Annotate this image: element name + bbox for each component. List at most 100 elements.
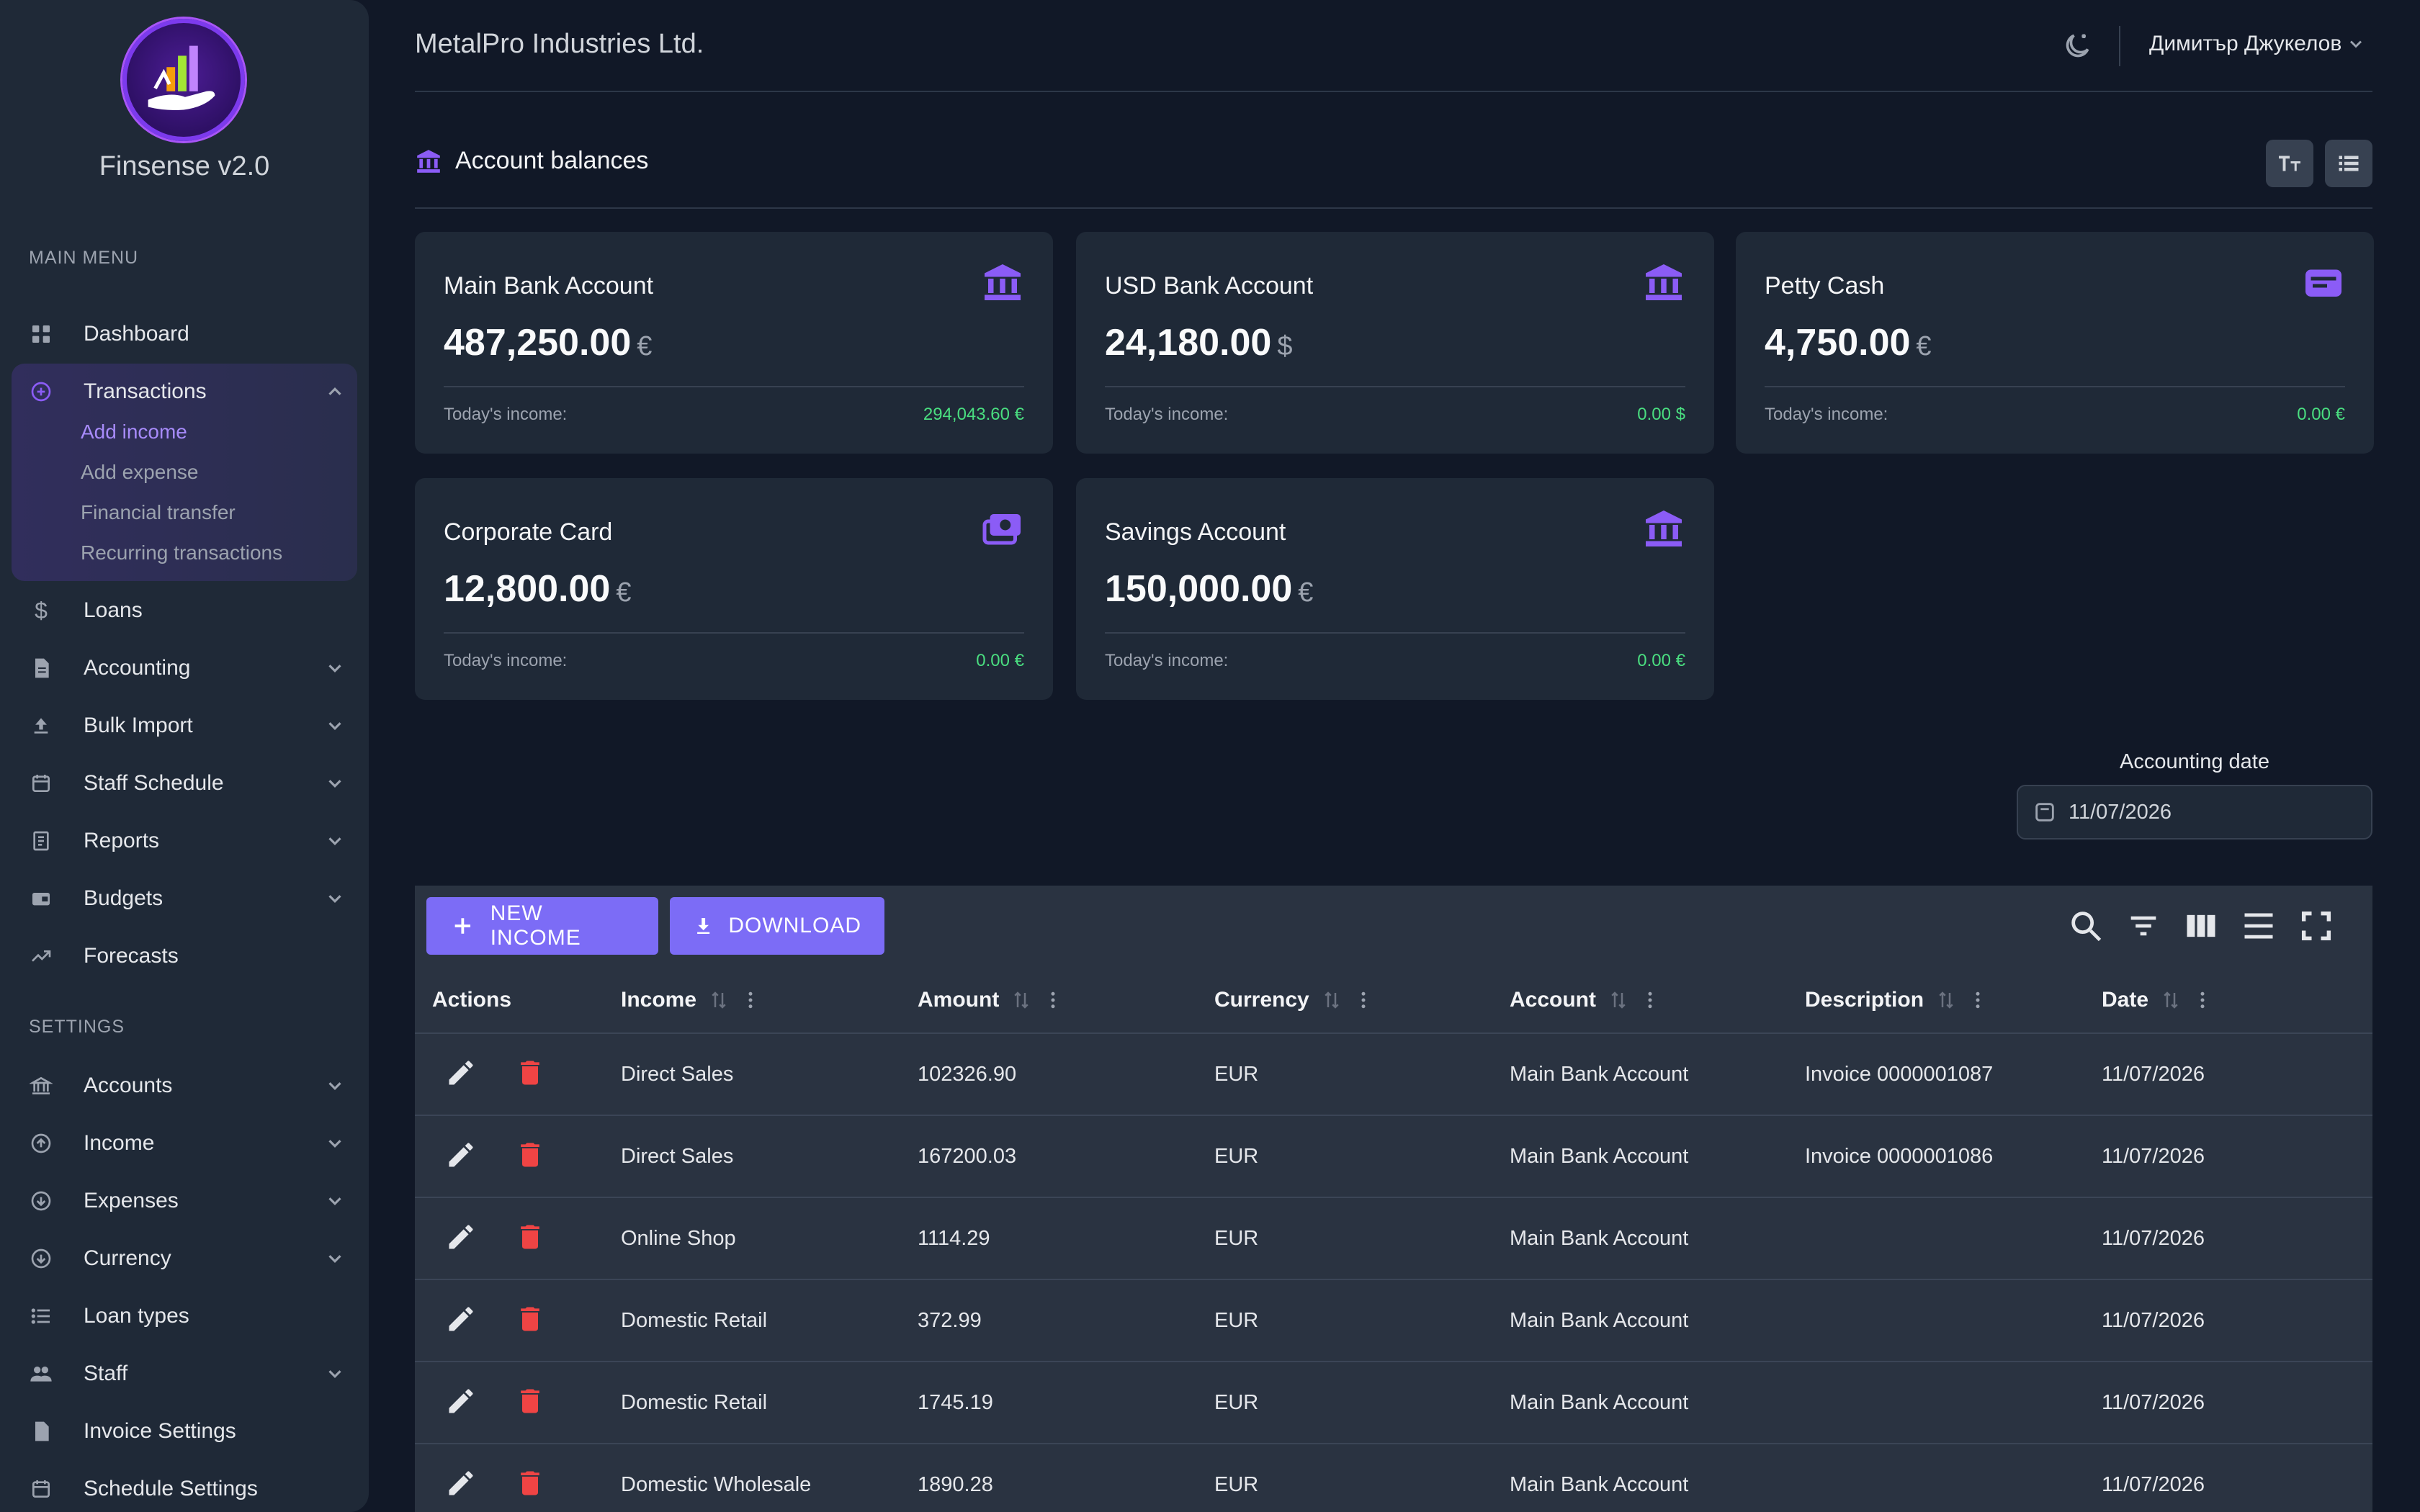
sidebar-item-expenses[interactable]: Expenses — [29, 1179, 346, 1223]
new-income-button[interactable]: NEW INCOME — [426, 897, 658, 955]
edit-button[interactable] — [445, 1385, 477, 1417]
cell-account: Main Bank Account — [1510, 1063, 1689, 1086]
column-header-currency[interactable]: Currency — [1214, 988, 1374, 1012]
company-name: MetalPro Industries Ltd. — [415, 29, 704, 59]
density-button[interactable] — [2240, 907, 2277, 945]
sort-icon[interactable] — [708, 989, 730, 1011]
sidebar-subitem-add-expense[interactable]: Add expense — [81, 461, 199, 483]
text-size-button[interactable] — [2266, 140, 2313, 187]
todays-income-label: Today's income: — [1765, 405, 1888, 424]
sidebar-subitem-add-income[interactable]: Add income — [81, 420, 187, 443]
delete-button[interactable] — [514, 1221, 546, 1253]
balance-currency: € — [1298, 577, 1314, 608]
sort-icon[interactable] — [1321, 989, 1343, 1011]
wallet-icon — [2302, 261, 2345, 304]
sidebar-item-schedule-settings[interactable]: Schedule Settings — [29, 1467, 346, 1511]
column-menu-icon[interactable] — [1967, 989, 1989, 1011]
column-menu-icon[interactable] — [2192, 989, 2213, 1011]
card-divider — [444, 632, 1024, 634]
user-menu[interactable]: Димитър Джукелов — [2149, 32, 2366, 56]
accounting-date-field[interactable] — [2017, 785, 2372, 840]
sort-icon[interactable] — [1935, 989, 1957, 1011]
balance-card-petty-cash[interactable]: Petty Cash 4,750.00 € Today's income: 0.0… — [1736, 232, 2374, 454]
theme-toggle-button[interactable] — [2061, 30, 2093, 62]
column-menu-icon[interactable] — [1639, 989, 1661, 1011]
sidebar-subitem-financial-transfer[interactable]: Financial transfer — [81, 501, 236, 523]
fullscreen-button[interactable] — [2298, 907, 2335, 945]
cell-currency: EUR — [1214, 1309, 1259, 1332]
delete-button[interactable] — [514, 1467, 546, 1499]
trash-icon — [521, 1143, 539, 1167]
column-header-date[interactable]: Date — [2102, 988, 2213, 1012]
column-header-account[interactable]: Account — [1510, 988, 1661, 1012]
column-menu-icon[interactable] — [1042, 989, 1064, 1011]
column-title: Amount — [918, 988, 1000, 1012]
sidebar-item-transactions[interactable]: Transactions — [29, 370, 346, 413]
balance-card-main-bank[interactable]: Main Bank Account 487,250.00 € Today's in… — [415, 232, 1053, 454]
todays-income-value: 0.00 € — [1637, 651, 1685, 670]
todays-income-label: Today's income: — [444, 651, 568, 670]
cell-amount: 167200.03 — [918, 1145, 1017, 1168]
sidebar-item-reports[interactable]: Reports — [29, 819, 346, 863]
delete-button[interactable] — [514, 1139, 546, 1171]
sidebar-item-staff[interactable]: Staff — [29, 1352, 346, 1395]
sidebar-item-bulk-import[interactable]: Bulk Import — [29, 704, 346, 747]
sidebar-item-staff-schedule[interactable]: Staff Schedule — [29, 762, 346, 805]
sidebar-item-budgets[interactable]: Budgets — [29, 877, 346, 920]
sidebar-item-dashboard[interactable]: Dashboard — [29, 312, 346, 356]
sort-icon[interactable] — [1010, 989, 1032, 1011]
cell-description: Invoice 0000001086 — [1805, 1145, 1994, 1168]
accounting-date-label: Accounting date — [2120, 750, 2269, 773]
sort-icon[interactable] — [1608, 989, 1629, 1011]
sidebar-item-loans[interactable]: $ Loans — [29, 589, 346, 632]
accounting-date-input[interactable] — [2069, 800, 2342, 824]
column-header-income[interactable]: Income — [621, 988, 761, 1012]
delete-button[interactable] — [514, 1385, 546, 1417]
list-icon — [29, 1304, 53, 1328]
wallet-icon — [29, 886, 53, 911]
sidebar-item-currency[interactable]: Currency — [29, 1237, 346, 1280]
calendar-icon — [29, 771, 53, 796]
pencil-icon — [449, 1471, 473, 1495]
sidebar-item-accounts[interactable]: Accounts — [29, 1064, 346, 1107]
column-title: Income — [621, 988, 697, 1012]
sidebar-subitem-recurring-transactions[interactable]: Recurring transactions — [81, 541, 283, 564]
columns-button[interactable] — [2182, 907, 2220, 945]
chevron-down-icon — [324, 657, 346, 679]
sidebar-item-income[interactable]: Income — [29, 1122, 346, 1165]
grid-icon — [29, 322, 53, 346]
delete-button[interactable] — [514, 1303, 546, 1335]
sidebar-item-loan-types[interactable]: Loan types — [29, 1295, 346, 1338]
new-income-label: NEW INCOME — [490, 901, 581, 950]
balance-card-corporate-card[interactable]: Corporate Card 12,800.00 € Today's income… — [415, 478, 1053, 700]
edit-button[interactable] — [445, 1221, 477, 1253]
edit-button[interactable] — [445, 1057, 477, 1089]
bank-icon — [981, 261, 1024, 304]
filter-button[interactable] — [2125, 907, 2162, 945]
edit-button[interactable] — [445, 1139, 477, 1171]
edit-button[interactable] — [445, 1467, 477, 1499]
sidebar-item-accounting[interactable]: Accounting — [29, 647, 346, 690]
sidebar-item-forecasts[interactable]: Forecasts — [29, 935, 346, 978]
balance-card-savings[interactable]: Savings Account 150,000.00 € Today's inco… — [1076, 478, 1714, 700]
balance-card-usd-bank[interactable]: USD Bank Account 24,180.00 $ Today's inco… — [1076, 232, 1714, 454]
column-menu-icon[interactable] — [740, 989, 761, 1011]
delete-button[interactable] — [514, 1057, 546, 1089]
column-header-amount[interactable]: Amount — [918, 988, 1064, 1012]
download-button[interactable]: DOWNLOAD — [670, 897, 884, 955]
sort-icon[interactable] — [2160, 989, 2182, 1011]
column-menu-icon[interactable] — [1353, 989, 1374, 1011]
sidebar-item-label: Invoice Settings — [84, 1419, 236, 1443]
list-view-button[interactable] — [2325, 140, 2372, 187]
balance-amount: 12,800.00 — [444, 568, 611, 610]
sidebar-item-label: Schedule Settings — [84, 1477, 258, 1500]
edit-button[interactable] — [445, 1303, 477, 1335]
invoice-icon — [29, 1419, 53, 1444]
cell-income: Domestic Retail — [621, 1391, 768, 1414]
bank-icon — [1642, 261, 1685, 304]
column-header-description[interactable]: Description — [1805, 988, 1989, 1012]
sidebar-item-invoice-settings[interactable]: Invoice Settings — [29, 1410, 346, 1453]
search-button[interactable] — [2067, 907, 2105, 945]
settings-heading: SETTINGS — [29, 1017, 125, 1037]
columns-icon — [2187, 914, 2215, 937]
